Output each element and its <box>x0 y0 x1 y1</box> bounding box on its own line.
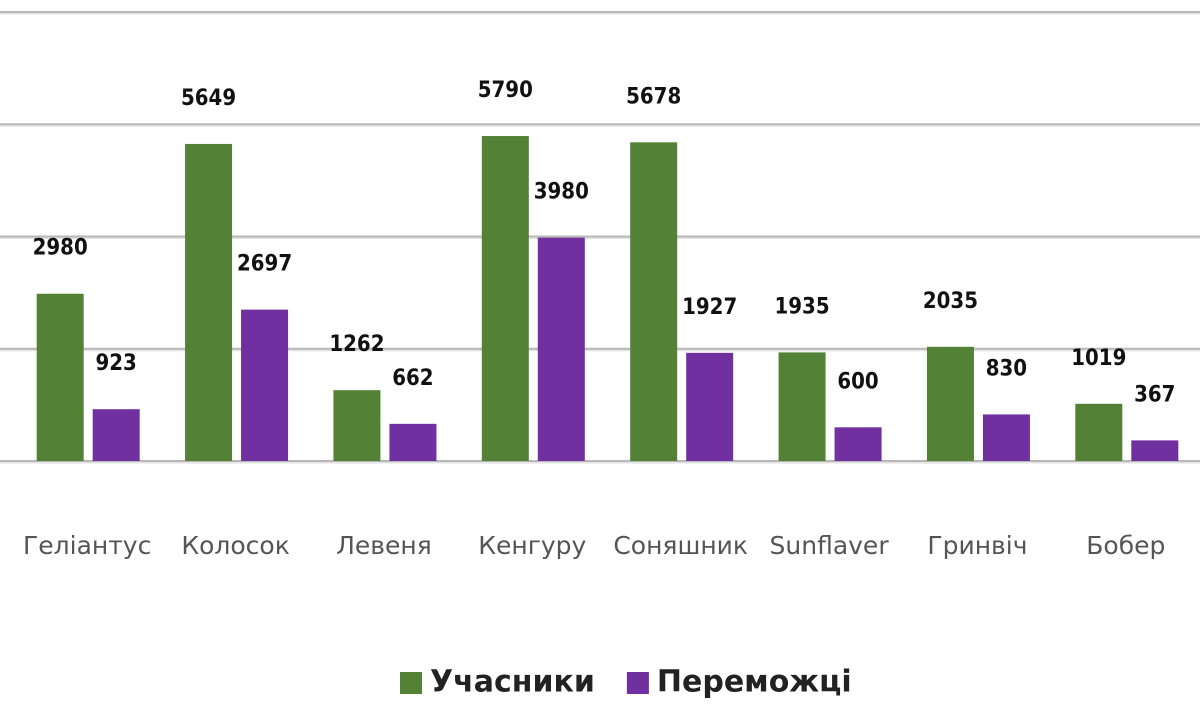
bar <box>1075 403 1123 461</box>
x-tick-label: Колосок <box>181 531 289 560</box>
data-label: 2035 <box>923 289 978 314</box>
x-tick-label: Геліантус <box>23 531 151 560</box>
x-tick-label: Левеня <box>336 531 432 560</box>
bar <box>834 427 882 461</box>
legend-label: Учасники <box>430 665 595 700</box>
bar <box>630 142 678 461</box>
x-tick-label: Кенгуру <box>478 531 586 560</box>
bar <box>537 237 585 461</box>
legend-swatch <box>626 672 649 694</box>
data-label: 2697 <box>237 252 292 277</box>
data-label: 1935 <box>775 294 830 319</box>
bar <box>778 352 826 461</box>
data-label: 3980 <box>534 180 589 205</box>
bar <box>333 390 381 461</box>
x-tick-label: Бобер <box>1086 531 1165 560</box>
bar <box>982 414 1030 461</box>
x-tick-label: Соняшник <box>613 531 748 560</box>
data-label: 5790 <box>478 78 533 103</box>
legend-label: Переможці <box>657 665 852 700</box>
bar <box>686 352 734 461</box>
bar <box>241 309 289 461</box>
data-label: 5678 <box>626 84 681 109</box>
bar <box>36 293 84 461</box>
bar <box>1131 440 1179 461</box>
x-tick-label: Гринвіч <box>927 531 1027 560</box>
bar <box>389 423 437 461</box>
data-label: 600 <box>837 369 878 394</box>
data-label: 2980 <box>33 236 88 261</box>
data-label: 1019 <box>1071 346 1126 371</box>
data-label: 5649 <box>181 86 236 111</box>
data-label: 1927 <box>682 295 737 320</box>
data-label: 923 <box>96 351 137 376</box>
bar <box>481 136 529 461</box>
data-label: 367 <box>1134 382 1175 407</box>
bar <box>92 409 140 461</box>
data-label: 662 <box>392 366 433 391</box>
bar <box>185 143 233 461</box>
legend-swatch <box>400 672 422 694</box>
data-label: 1262 <box>329 332 384 357</box>
bar <box>926 346 974 461</box>
data-label: 830 <box>986 356 1027 381</box>
x-tick-label: Sunflaver <box>770 531 890 560</box>
